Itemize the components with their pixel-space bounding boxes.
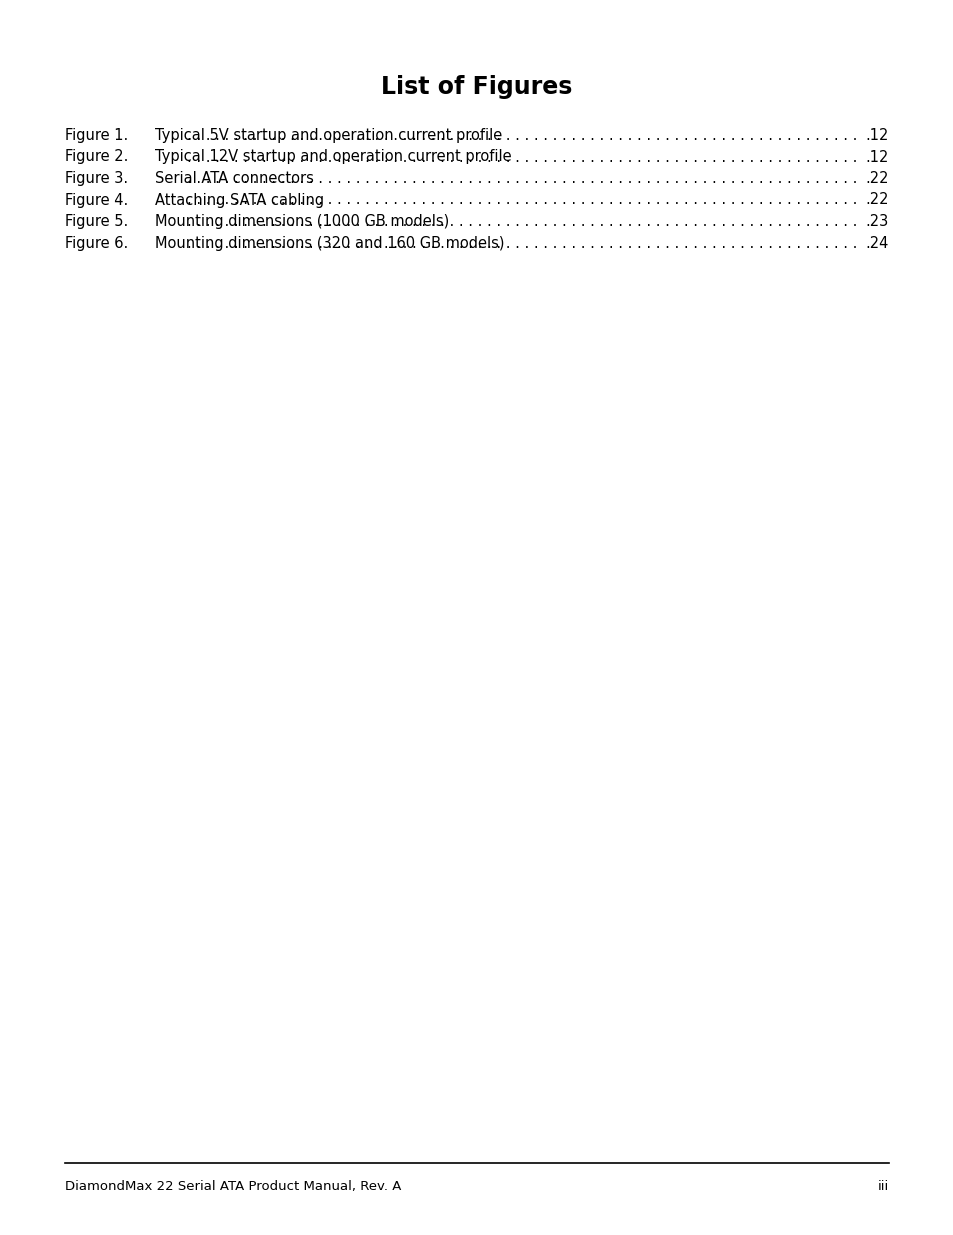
Text: Figure 6.: Figure 6.: [65, 236, 128, 251]
Text: Attaching SATA cabling: Attaching SATA cabling: [154, 193, 324, 207]
Text: Figure 3.: Figure 3.: [65, 170, 128, 186]
Text: .23: .23: [864, 214, 888, 228]
Text: Mounting dimensions (320 and 160 GB models): Mounting dimensions (320 and 160 GB mode…: [154, 236, 509, 251]
Text: Typical 5V startup and operation current profile: Typical 5V startup and operation current…: [154, 128, 506, 143]
Text: iii: iii: [877, 1179, 888, 1193]
Text: . . . . . . . . . . . . . . . . . . . . . . . . . . . . . . . . . . . . . . . . : . . . . . . . . . . . . . . . . . . . . …: [187, 170, 857, 186]
Text: Serial ATA connectors: Serial ATA connectors: [154, 170, 314, 186]
Text: .12: .12: [864, 149, 888, 164]
Text: Figure 4.: Figure 4.: [65, 193, 128, 207]
Text: Figure 1.: Figure 1.: [65, 128, 128, 143]
Text: List of Figures: List of Figures: [381, 75, 572, 99]
Text: Mounting dimensions (1000 GB models): Mounting dimensions (1000 GB models): [154, 214, 454, 228]
Text: .22: .22: [864, 193, 888, 207]
Text: Figure 2.: Figure 2.: [65, 149, 129, 164]
Text: DiamondMax 22 Serial ATA Product Manual, Rev. A: DiamondMax 22 Serial ATA Product Manual,…: [65, 1179, 401, 1193]
Text: .24: .24: [864, 236, 888, 251]
Text: .22: .22: [864, 170, 888, 186]
Text: Figure 5.: Figure 5.: [65, 214, 128, 228]
Text: . . . . . . . . . . . . . . . . . . . . . . . . . . . . . . . . . . . . . . . . : . . . . . . . . . . . . . . . . . . . . …: [187, 149, 857, 164]
Text: . . . . . . . . . . . . . . . . . . . . . . . . . . . . . . . . . . . . . . . . : . . . . . . . . . . . . . . . . . . . . …: [187, 193, 857, 207]
Text: .12: .12: [864, 128, 888, 143]
Text: Typical 12V startup and operation current profile: Typical 12V startup and operation curren…: [154, 149, 516, 164]
Text: . . . . . . . . . . . . . . . . . . . . . . . . . . . . . . . . . . . . . . . . : . . . . . . . . . . . . . . . . . . . . …: [187, 236, 857, 251]
Text: . . . . . . . . . . . . . . . . . . . . . . . . . . . . . . . . . . . . . . . . : . . . . . . . . . . . . . . . . . . . . …: [187, 128, 857, 143]
Text: . . . . . . . . . . . . . . . . . . . . . . . . . . . . . . . . . . . . . . . . : . . . . . . . . . . . . . . . . . . . . …: [187, 214, 857, 228]
